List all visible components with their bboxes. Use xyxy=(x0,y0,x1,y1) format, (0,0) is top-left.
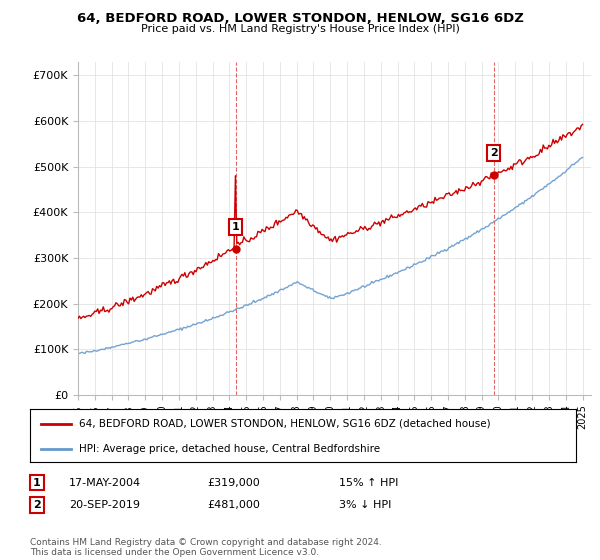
Text: 1: 1 xyxy=(33,478,41,488)
Text: Contains HM Land Registry data © Crown copyright and database right 2024.
This d: Contains HM Land Registry data © Crown c… xyxy=(30,538,382,557)
Text: 2: 2 xyxy=(490,148,497,158)
Text: HPI: Average price, detached house, Central Bedfordshire: HPI: Average price, detached house, Cent… xyxy=(79,444,380,454)
Text: 64, BEDFORD ROAD, LOWER STONDON, HENLOW, SG16 6DZ (detached house): 64, BEDFORD ROAD, LOWER STONDON, HENLOW,… xyxy=(79,419,491,429)
Text: 15% ↑ HPI: 15% ↑ HPI xyxy=(339,478,398,488)
Text: Price paid vs. HM Land Registry's House Price Index (HPI): Price paid vs. HM Land Registry's House … xyxy=(140,24,460,34)
Text: 2: 2 xyxy=(33,500,41,510)
Text: 3% ↓ HPI: 3% ↓ HPI xyxy=(339,500,391,510)
Text: 64, BEDFORD ROAD, LOWER STONDON, HENLOW, SG16 6DZ: 64, BEDFORD ROAD, LOWER STONDON, HENLOW,… xyxy=(77,12,523,25)
Text: £481,000: £481,000 xyxy=(207,500,260,510)
Text: 20-SEP-2019: 20-SEP-2019 xyxy=(69,500,140,510)
Text: 1: 1 xyxy=(232,222,239,232)
Text: 17-MAY-2004: 17-MAY-2004 xyxy=(69,478,141,488)
Text: £319,000: £319,000 xyxy=(207,478,260,488)
